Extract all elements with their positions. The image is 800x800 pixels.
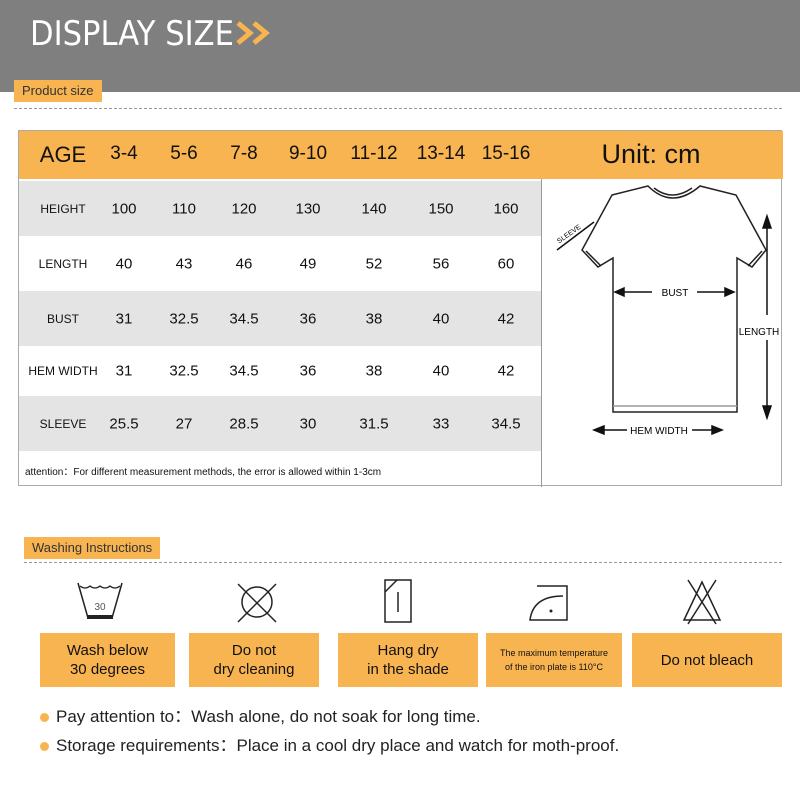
- card-label: Wash below: [66, 642, 149, 659]
- table-cell: 34.5: [229, 362, 259, 380]
- table-cell: 28.5: [229, 415, 259, 432]
- card-label: of the iron plate is 110°C: [504, 662, 603, 672]
- header-title: DISPLAY SIZE: [30, 14, 234, 54]
- length-label: LENGTH: [739, 327, 780, 338]
- washing-instructions-tag: Washing Instructions: [24, 537, 161, 559]
- bullet-icon: [40, 742, 49, 752]
- table-cell: 60: [497, 255, 515, 272]
- note-label: Pay attention to：: [56, 707, 192, 726]
- table-cell: 100: [111, 200, 137, 217]
- care-note: Pay attention to：Wash alone, do not soak…: [40, 702, 481, 727]
- table-cell: 150: [428, 200, 454, 217]
- table-row: HEM WIDTH 31 32.5 34.5 36 38 40 42: [19, 346, 541, 396]
- card-label: The maximum temperature: [499, 648, 609, 658]
- iron-low-icon: [529, 585, 568, 621]
- card-label: Hang dry: [377, 642, 439, 659]
- no-bleach-icon: [682, 579, 722, 625]
- table-cell: 46: [235, 255, 253, 272]
- table-row: HEIGHT 100 110 120 130 140 150 160: [19, 181, 541, 236]
- row-label: BUST: [46, 311, 80, 326]
- hang-dry-shade-icon: [384, 579, 412, 623]
- row-label: SLEEVE: [39, 416, 87, 431]
- table-cell: 34.5: [229, 310, 259, 327]
- divider: [14, 108, 782, 109]
- row-label: HEM WIDTH: [28, 364, 98, 378]
- wash-temp: 30: [94, 602, 106, 613]
- table-cell: 27: [175, 415, 193, 432]
- table-cell: 36: [299, 362, 317, 380]
- table-cell: 49: [299, 255, 317, 272]
- table-cell: 38: [365, 362, 383, 380]
- table-cell: 25.5: [109, 415, 139, 432]
- card-label: dry cleaning: [213, 661, 295, 678]
- iron-temp-card: The maximum temperature of the iron plate…: [486, 633, 622, 687]
- table-cell: 110: [172, 200, 196, 217]
- storage-note: Storage requirements：Place in a cool dry…: [40, 731, 619, 756]
- table-cell: 36: [299, 310, 317, 327]
- note-text: Wash alone, do not soak for long time.: [191, 707, 481, 726]
- row-label: LENGTH: [38, 256, 88, 271]
- age-header: AGE: [39, 142, 87, 167]
- hem-width-label: HEM WIDTH: [630, 426, 688, 437]
- bust-label: BUST: [662, 288, 689, 299]
- table-cell: 160: [493, 200, 519, 217]
- divider: [541, 179, 542, 487]
- table-cell: 40: [432, 362, 450, 380]
- table-cell: 52: [365, 255, 383, 272]
- table-cell: 42: [497, 310, 515, 327]
- table-cell: 32.5: [169, 310, 199, 327]
- no-dry-clean-icon: [237, 583, 277, 623]
- note-text: Place in a cool dry place and watch for …: [236, 736, 620, 755]
- divider: [24, 562, 782, 563]
- unit-label: Unit: cm: [601, 139, 701, 169]
- table-cell: 42: [497, 362, 515, 380]
- card-label: 30 degrees: [69, 661, 146, 678]
- header-banner: DISPLAY SIZE: [0, 0, 800, 92]
- size-table: AGE 3-4 5-6 7-8 9-10 11-12 13-14 15-16 U…: [18, 130, 783, 487]
- age-col: 15-16: [481, 143, 531, 164]
- table-row: SLEEVE 25.5 27 28.5 30 31.5 33 34.5: [19, 396, 541, 451]
- table-cell: 31.5: [359, 415, 389, 432]
- table-cell: 120: [231, 200, 257, 217]
- table-cell: 43: [175, 255, 193, 272]
- product-size-tag: Product size: [14, 80, 102, 102]
- table-row: LENGTH 40 43 46 49 52 56 60: [19, 236, 541, 291]
- age-col: 5-6: [170, 143, 198, 164]
- card-label: Do not bleach: [660, 651, 754, 669]
- table-cell: 31: [115, 362, 133, 380]
- table-cell: 34.5: [491, 415, 521, 432]
- age-col: 11-12: [350, 143, 398, 164]
- age-col: 7-8: [230, 143, 258, 164]
- no-dry-clean-card: Do not dry cleaning: [189, 633, 319, 687]
- table-cell: 32.5: [169, 362, 199, 380]
- table-cell: 33: [432, 415, 450, 432]
- table-cell: 140: [361, 200, 387, 217]
- row-label: HEIGHT: [40, 201, 86, 216]
- wash-below-30-card: Wash below 30 degrees: [40, 633, 175, 687]
- bullet-icon: [40, 713, 49, 723]
- card-label: Do not: [231, 642, 277, 659]
- age-col: 9-10: [288, 143, 328, 164]
- no-bleach-card: Do not bleach: [632, 633, 782, 687]
- table-cell: 130: [295, 200, 321, 217]
- age-col: 13-14: [416, 143, 466, 164]
- table-cell: 31: [115, 310, 133, 327]
- table-cell: 56: [432, 255, 450, 272]
- tshirt-diagram: SLEEVE BUST LENGTH HEM WIDTH: [556, 185, 780, 437]
- table-cell: 40: [432, 310, 450, 327]
- note-label: Storage requirements：: [56, 736, 237, 755]
- double-chevron-right-icon: [236, 21, 270, 45]
- hang-dry-card: Hang dry in the shade: [338, 633, 478, 687]
- table-header: AGE 3-4 5-6 7-8 9-10 11-12 13-14 15-16 U…: [19, 131, 783, 179]
- measurement-note: attention：For different measurement meth…: [25, 467, 382, 478]
- wash-30-icon: 30: [77, 582, 123, 619]
- card-label: in the shade: [367, 661, 449, 678]
- table-cell: 30: [299, 415, 317, 432]
- table-row: BUST 31 32.5 34.5 36 38 40 42: [19, 291, 541, 346]
- table-cell: 40: [115, 255, 133, 272]
- table-cell: 38: [365, 310, 383, 327]
- age-col: 3-4: [110, 143, 138, 164]
